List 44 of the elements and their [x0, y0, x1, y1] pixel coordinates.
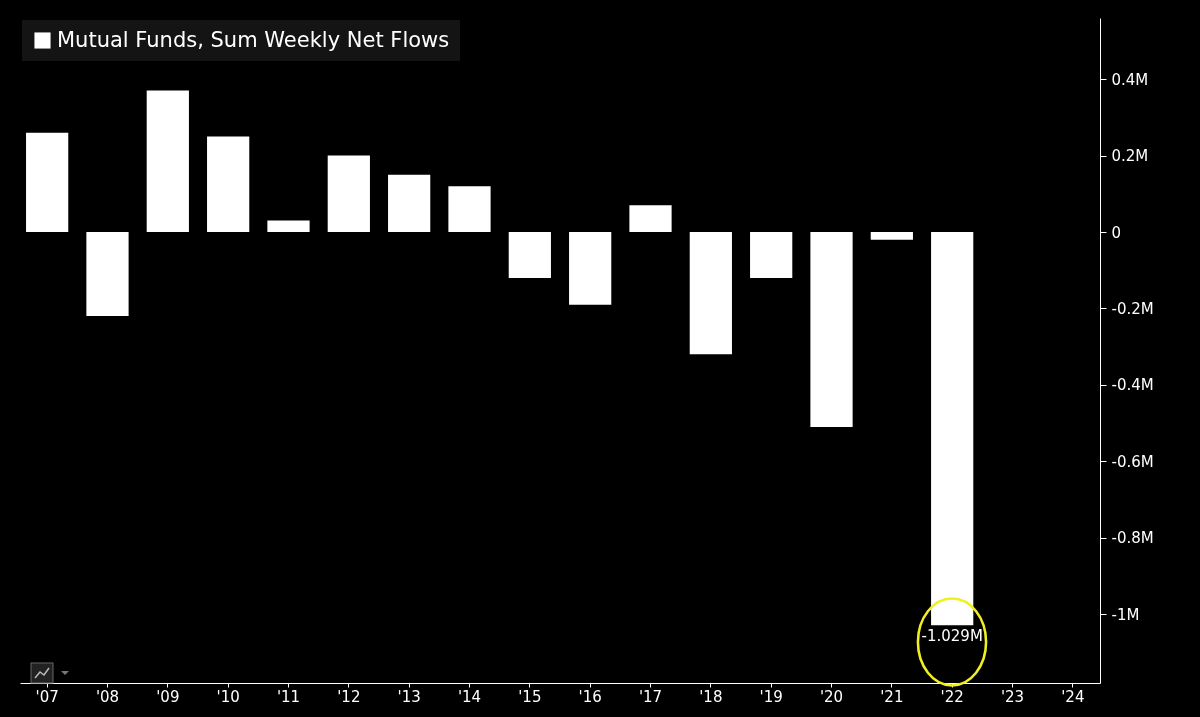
x-tick-label: '07	[35, 687, 59, 706]
bar	[931, 232, 974, 626]
bar	[146, 90, 189, 233]
x-tick-label: '13	[397, 687, 421, 706]
x-tick-label: '24	[1061, 687, 1085, 706]
bar	[86, 232, 129, 317]
x-tick-label: '15	[518, 687, 542, 706]
bar	[569, 232, 612, 305]
x-tick-label: '17	[638, 687, 663, 706]
bar	[388, 174, 431, 233]
x-tick-label: '11	[276, 687, 301, 706]
x-tick-label: '09	[156, 687, 180, 706]
x-tick-label: '23	[1000, 687, 1025, 706]
y-tick-label: -0.2M	[1111, 299, 1154, 318]
y-tick-label: -0.4M	[1111, 376, 1154, 395]
legend-label: Mutual Funds, Sum Weekly Net Flows	[57, 27, 450, 52]
bar	[629, 205, 672, 233]
x-tick-label: '21	[880, 687, 904, 706]
x-tick-label: '20	[819, 687, 844, 706]
bar	[689, 232, 732, 355]
bar	[267, 220, 310, 233]
bar	[207, 136, 250, 233]
x-tick-label: '16	[578, 687, 602, 706]
x-tick-label: '14	[457, 687, 482, 706]
y-tick-label: -0.6M	[1111, 452, 1154, 471]
x-tick-label: '22	[940, 687, 964, 706]
bar	[327, 155, 370, 233]
data-label: -1.029M	[921, 627, 983, 646]
bar	[26, 132, 69, 233]
bar	[508, 232, 551, 278]
y-tick-label: 0.4M	[1111, 70, 1149, 89]
x-tick-label: '12	[337, 687, 361, 706]
x-tick-label: '10	[216, 687, 240, 706]
x-tick-label: '08	[95, 687, 120, 706]
y-tick-label: 0	[1111, 223, 1122, 242]
bar	[810, 232, 853, 427]
bar	[448, 186, 491, 233]
bar	[870, 232, 913, 240]
bar	[750, 232, 793, 278]
x-tick-label: '18	[699, 687, 723, 706]
y-tick-label: 0.2M	[1111, 147, 1149, 166]
x-tick-label: '19	[759, 687, 783, 706]
y-tick-label: -0.8M	[1111, 529, 1154, 548]
y-tick-label: -1M	[1111, 605, 1140, 624]
